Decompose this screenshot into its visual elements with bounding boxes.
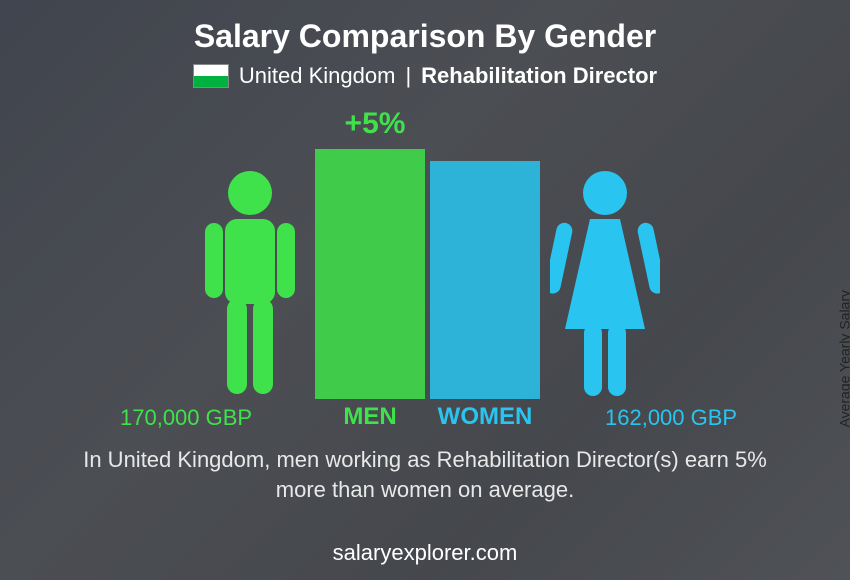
- salary-men: 170,000 GBP: [120, 405, 252, 431]
- summary-text: In United Kingdom, men working as Rehabi…: [0, 445, 850, 504]
- axis-label: Average Yearly Salary: [836, 290, 850, 428]
- male-figure-icon: [195, 169, 305, 399]
- bar-label-men: MEN: [315, 403, 425, 431]
- chart-area: +5% MEN WOMEN: [0, 99, 850, 439]
- job-label: Rehabilitation Director: [421, 63, 657, 89]
- bar-women: [430, 161, 540, 399]
- subtitle-row: United Kingdom | Rehabilitation Director: [0, 63, 850, 89]
- percent-diff-label: +5%: [325, 107, 425, 141]
- bar-men: [315, 149, 425, 399]
- footer-source: salaryexplorer.com: [0, 540, 850, 566]
- bar-label-women: WOMEN: [430, 403, 540, 431]
- separator: |: [405, 63, 411, 89]
- female-figure-icon: [550, 169, 660, 399]
- page-title: Salary Comparison By Gender: [0, 0, 850, 55]
- flag-icon: [193, 64, 229, 88]
- country-label: United Kingdom: [239, 63, 396, 89]
- salary-women: 162,000 GBP: [605, 405, 737, 431]
